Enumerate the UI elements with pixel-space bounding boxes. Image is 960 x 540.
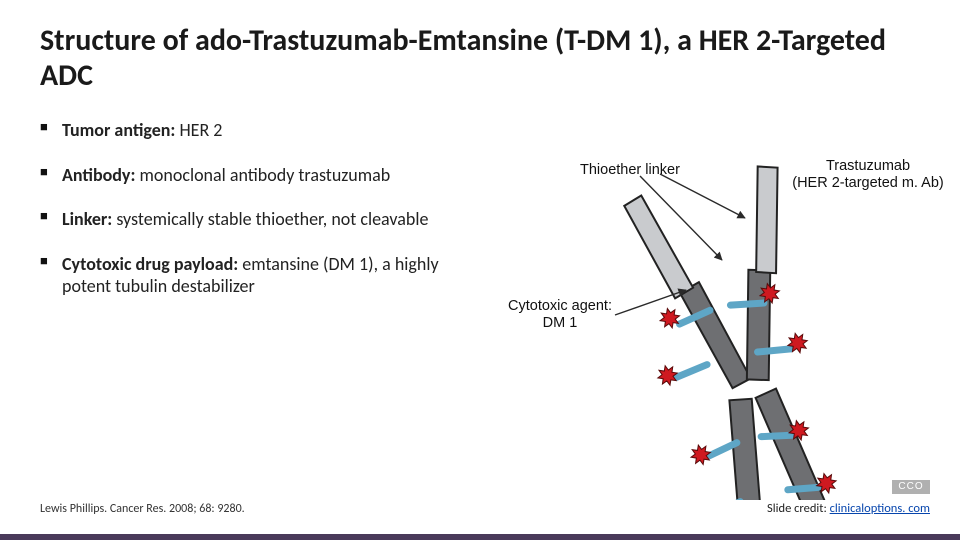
slide-credit: Slide credit: clinicaloptions. com [767, 501, 930, 516]
bullet-bold: Cytotoxic drug payload: [62, 253, 238, 275]
adc-diagram: Thioether linker Trastuzumab (HER 2-targ… [460, 140, 940, 500]
slide-title: Structure of ado-Trastuzumab-Emtansine (… [40, 24, 920, 93]
bullet-bold: Antibody: [62, 164, 135, 186]
bullet-item: Cytotoxic drug payload: emtansine (DM 1)… [40, 253, 470, 298]
bullet-item: Antibody: monoclonal antibody trastuzuma… [40, 164, 470, 187]
bullet-item: Linker: systemically stable thioether, n… [40, 208, 470, 231]
cco-logo: CCO [892, 480, 930, 494]
label-cytotoxic-l2: DM 1 [543, 315, 578, 331]
label-thioether-linker: Thioether linker [580, 162, 680, 179]
footer-citation: Lewis Phillips. Cancer Res. 2008; 68: 92… [40, 502, 245, 516]
label-trastuzumab-l2: (HER 2-targeted m. Ab) [792, 175, 944, 191]
slide: Structure of ado-Trastuzumab-Emtansine (… [0, 0, 960, 540]
bullet-rest: HER 2 [175, 119, 222, 141]
bullet-item: Tumor antigen: HER 2 [40, 119, 470, 142]
bullet-rest: monoclonal antibody trastuzumab [135, 164, 390, 186]
bullet-bold: Tumor antigen: [62, 119, 175, 141]
bullet-rest: systemically stable thioether, not cleav… [112, 208, 428, 230]
bullet-list: Tumor antigen: HER 2 Antibody: monoclona… [40, 119, 470, 298]
label-trastuzumab: Trastuzumab (HER 2-targeted m. Ab) [788, 158, 948, 191]
label-cytotoxic-agent: Cytotoxic agent: DM 1 [500, 298, 620, 331]
bullet-bold: Linker: [62, 208, 112, 230]
credit-link[interactable]: clinicaloptions. com [830, 501, 930, 516]
label-cytotoxic-l1: Cytotoxic agent: [508, 298, 612, 314]
credit-prefix: Slide credit: [767, 501, 830, 516]
label-trastuzumab-l1: Trastuzumab [826, 158, 910, 174]
